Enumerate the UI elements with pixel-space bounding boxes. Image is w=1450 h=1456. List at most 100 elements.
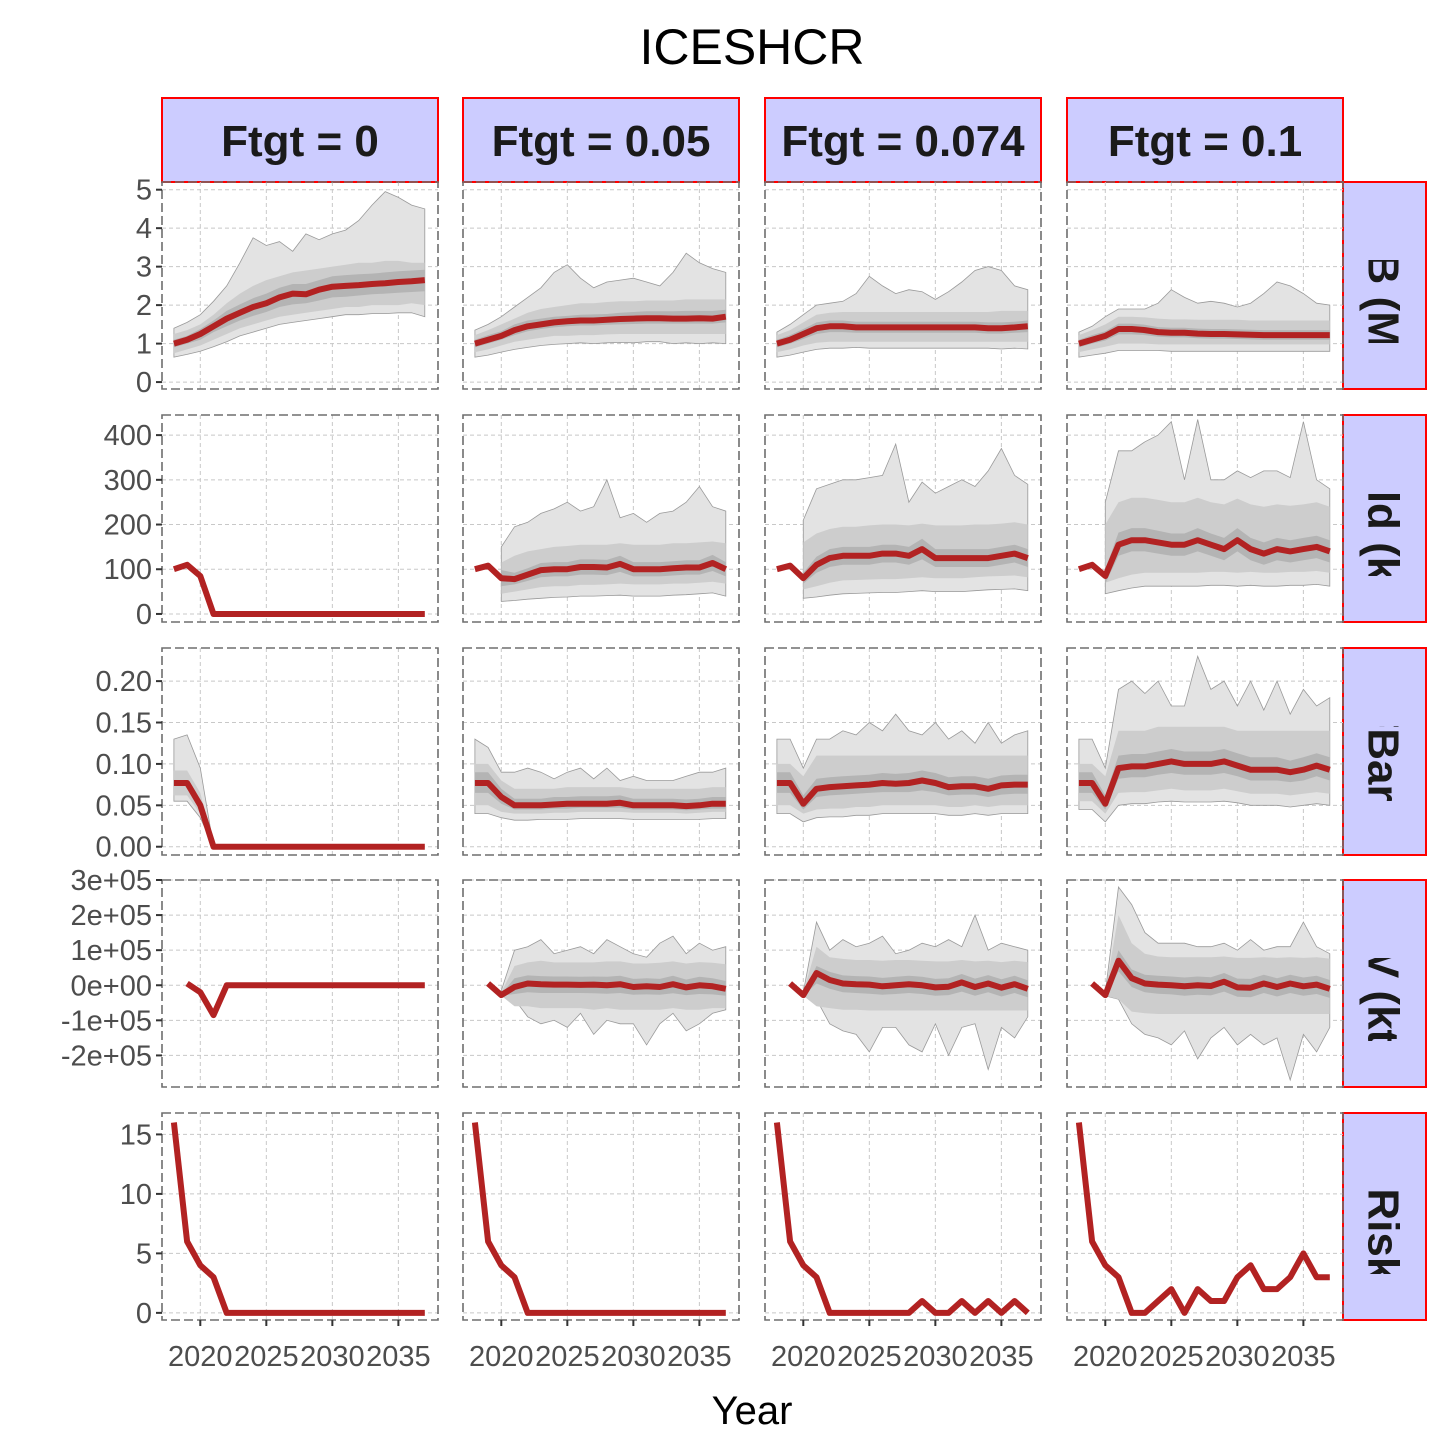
x-tick-label: 2030: [300, 1341, 365, 1373]
panel-border: [161, 1112, 439, 1321]
column-strip-label: Ftgt = 0: [221, 117, 379, 166]
y-tick-label: 0.20: [96, 666, 152, 698]
row-strip: [1342, 414, 1427, 623]
column-strip-label: Ftgt = 0.1: [1108, 117, 1302, 166]
panel-grid: [161, 181, 1344, 1321]
panel-border: [161, 414, 439, 623]
panel-border: [764, 181, 1042, 390]
chart-title: ICESHCR: [639, 19, 864, 75]
panel-border: [764, 414, 1042, 623]
row-strip-label: im Risk (: [1359, 1125, 1408, 1309]
panel-data: [1090, 885, 1331, 1082]
panel-border: [1066, 1112, 1344, 1321]
median-line: [474, 313, 727, 347]
median-line: [1078, 326, 1330, 347]
median-line: [172, 561, 425, 617]
x-tick-label: 2035: [969, 1341, 1034, 1373]
panel-data: [788, 914, 1029, 1071]
row-strips: SSB (Mt) Yield (kt) FBar IAV (kt) im Risk (: [1342, 181, 1427, 1321]
y-tick-label: 0: [136, 599, 152, 631]
panel: [161, 414, 439, 623]
column-strip: [161, 97, 439, 183]
x-tick-label: 2035: [1271, 1341, 1336, 1373]
panel: [1066, 414, 1344, 623]
panel: [764, 1112, 1042, 1321]
x-tick-label: 2030: [1205, 1341, 1270, 1373]
median-line: [1090, 957, 1331, 999]
panel-border: [1066, 879, 1344, 1088]
panel: [764, 647, 1042, 856]
panel-border: [462, 1112, 740, 1321]
panel-data: [1075, 1122, 1330, 1316]
panel: [764, 879, 1042, 1088]
median-line: [170, 1122, 425, 1316]
column-strip-label: Ftgt = 0.074: [781, 117, 1025, 166]
panel-data: [773, 1122, 1030, 1316]
panel: [462, 414, 740, 623]
quantile-ribbon: [173, 770, 214, 847]
panel-data: [776, 266, 1029, 358]
panel-data: [474, 478, 728, 602]
column-strip: [1066, 97, 1344, 183]
median-line: [471, 1122, 726, 1316]
panel-data: [474, 252, 727, 358]
y-tick-label: 10: [120, 1179, 152, 1211]
panel-data: [185, 981, 425, 1019]
panel: [462, 879, 740, 1088]
panel: [161, 879, 439, 1088]
y-tick-label: 3: [136, 252, 152, 284]
y-tick-label: 0.05: [96, 790, 152, 822]
panel-border: [462, 414, 740, 623]
y-tick-label: 200: [104, 510, 152, 542]
y-tick-label: 1e+05: [71, 935, 152, 967]
panel: [764, 181, 1042, 390]
x-tick-label: 2020: [469, 1341, 534, 1373]
panel-data: [1078, 281, 1331, 358]
x-tick-label: 2030: [601, 1341, 666, 1373]
median-line: [185, 981, 425, 1019]
quantile-ribbon: [803, 538, 1028, 584]
y-tick-label: 2: [136, 290, 152, 322]
y-tick-label: 0.10: [96, 749, 152, 781]
panel-border: [764, 647, 1042, 856]
panel-border: [1066, 414, 1344, 623]
panel-data: [170, 1122, 425, 1316]
quantile-ribbon: [474, 772, 726, 811]
panel-border: [764, 1112, 1042, 1321]
row-strip-label: SSB (Mt): [1359, 194, 1408, 377]
panel: [462, 647, 740, 856]
panel-border: [764, 879, 1042, 1088]
row-strip: [1342, 647, 1427, 856]
panel-border: [462, 879, 740, 1088]
quantile-ribbon: [803, 966, 1028, 998]
panel-border: [462, 181, 740, 390]
median-line: [1075, 1122, 1330, 1316]
y-tick-label: 0e+00: [71, 970, 152, 1002]
panel-border: [1066, 647, 1344, 856]
x-tick-label: 2035: [667, 1341, 732, 1373]
median-line: [1077, 537, 1331, 579]
row-strip: [1342, 181, 1427, 390]
median-line: [173, 277, 426, 347]
x-tick-label: 2035: [366, 1341, 431, 1373]
median-line: [776, 777, 1028, 807]
y-tick-label: -1e+05: [61, 1005, 152, 1037]
panel-data: [173, 734, 425, 850]
quantile-ribbon: [501, 554, 726, 587]
row-strip: [1342, 1112, 1427, 1321]
x-axis-label: Year: [712, 1389, 793, 1433]
panel-border: [161, 647, 439, 856]
quantile-ribbon: [173, 269, 425, 348]
panel: [161, 1112, 439, 1321]
y-tick-label: 4: [136, 213, 152, 245]
median-line: [788, 970, 1029, 999]
column-strip: [764, 97, 1042, 183]
panel-data: [486, 935, 727, 1046]
median-line: [474, 560, 728, 583]
x-tick-label: 2025: [1139, 1341, 1204, 1373]
column-strips: Ftgt = 0 Ftgt = 0.05 Ftgt = 0.074 Ftgt = 0.…: [161, 97, 1344, 183]
y-tick-label: 3e+05: [71, 865, 152, 897]
row-strip: [1342, 879, 1427, 1088]
x-tick-label: 2030: [903, 1341, 968, 1373]
